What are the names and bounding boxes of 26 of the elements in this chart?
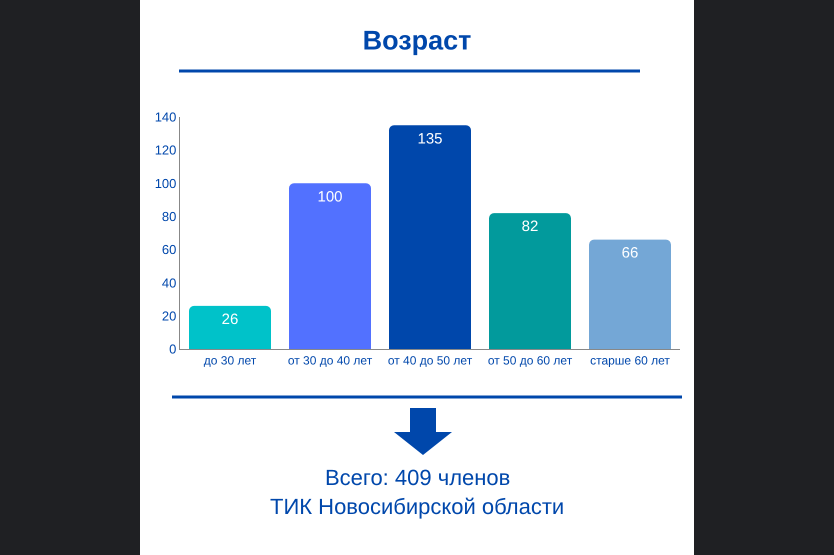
- y-tick-label: 20: [162, 308, 176, 324]
- bar: [189, 306, 271, 349]
- bar: [289, 183, 371, 349]
- chart-title: Возраст: [362, 25, 472, 56]
- x-tick-label: старше 60 лет: [590, 353, 670, 368]
- data-label: 26: [222, 310, 238, 328]
- y-tick-label: 80: [162, 208, 176, 224]
- y-tick-label: 60: [162, 242, 176, 258]
- data-label: 66: [622, 244, 638, 262]
- y-tick-label: 140: [154, 110, 176, 125]
- x-tick-label: от 40 до 50 лет: [388, 353, 473, 368]
- data-label: 82: [522, 218, 538, 236]
- data-label: 135: [417, 130, 443, 148]
- x-tick-label: до 30 лет: [204, 353, 257, 368]
- bar: [489, 213, 571, 349]
- y-tick-label: 100: [154, 176, 176, 191]
- text: ТИК Новосибирской области: [270, 494, 564, 519]
- text: Всего: 409 членов: [325, 465, 510, 490]
- y-tick-label: 120: [154, 142, 176, 158]
- x-tick-label: от 30 до 40 лет: [288, 353, 373, 368]
- bar: [589, 240, 671, 349]
- bar: [389, 125, 471, 349]
- y-tick-label: 0: [169, 342, 176, 357]
- data-label: 100: [317, 188, 343, 206]
- x-tick-label: от 50 до 60 лет: [488, 353, 573, 368]
- y-tick-label: 40: [162, 275, 176, 290]
